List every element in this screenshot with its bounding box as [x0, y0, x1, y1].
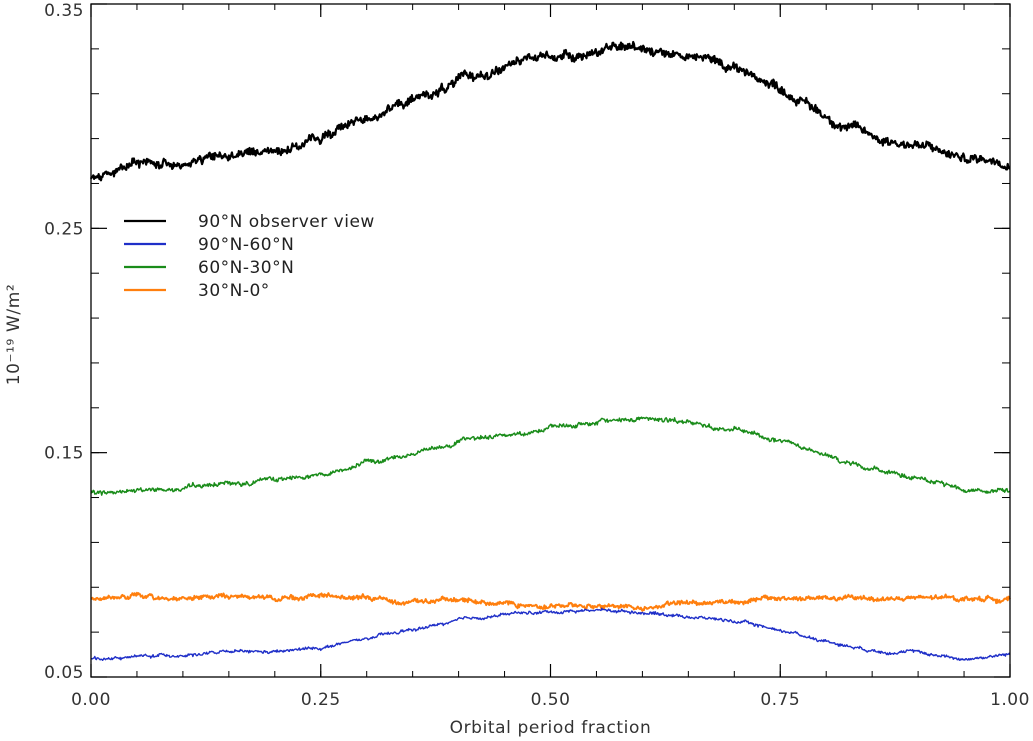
series-line	[90, 607, 1011, 662]
legend-label: 90°N observer view	[198, 212, 375, 232]
y-axis-title: 10⁻¹⁹ W/m²	[4, 284, 24, 386]
series-line	[89, 40, 1011, 182]
x-axis-title: Orbital period fraction	[450, 718, 652, 738]
x-tick-label: 0.75	[760, 690, 800, 710]
axis-ticks	[90, 3, 1011, 678]
x-tick-label: 0.50	[531, 690, 571, 710]
series-lines	[89, 40, 1011, 662]
legend-label: 30°N-0°	[198, 281, 270, 301]
x-tick-label: 0.00	[71, 690, 111, 710]
x-tick-label: 0.25	[301, 690, 341, 710]
legend-label: 90°N-60°N	[198, 235, 294, 255]
y-tick-label: 0.25	[44, 219, 84, 239]
series-line	[90, 591, 1011, 612]
series-line	[90, 416, 1011, 496]
x-tick-label: 1.00	[990, 690, 1030, 710]
y-tick-label: 0.05	[44, 663, 84, 683]
tick-labels: 0.00 0.25 0.50 0.75 1.00 0.05 0.15 0.25 0.35	[44, 1, 1030, 710]
legend-label: 60°N-30°N	[198, 258, 294, 278]
plot-frame	[90, 3, 1011, 678]
y-tick-label: 0.15	[44, 444, 84, 464]
y-tick-label: 0.35	[44, 1, 84, 21]
legend: 90°N observer view 90°N-60°N 60°N-30°N 30°N…	[124, 212, 375, 301]
